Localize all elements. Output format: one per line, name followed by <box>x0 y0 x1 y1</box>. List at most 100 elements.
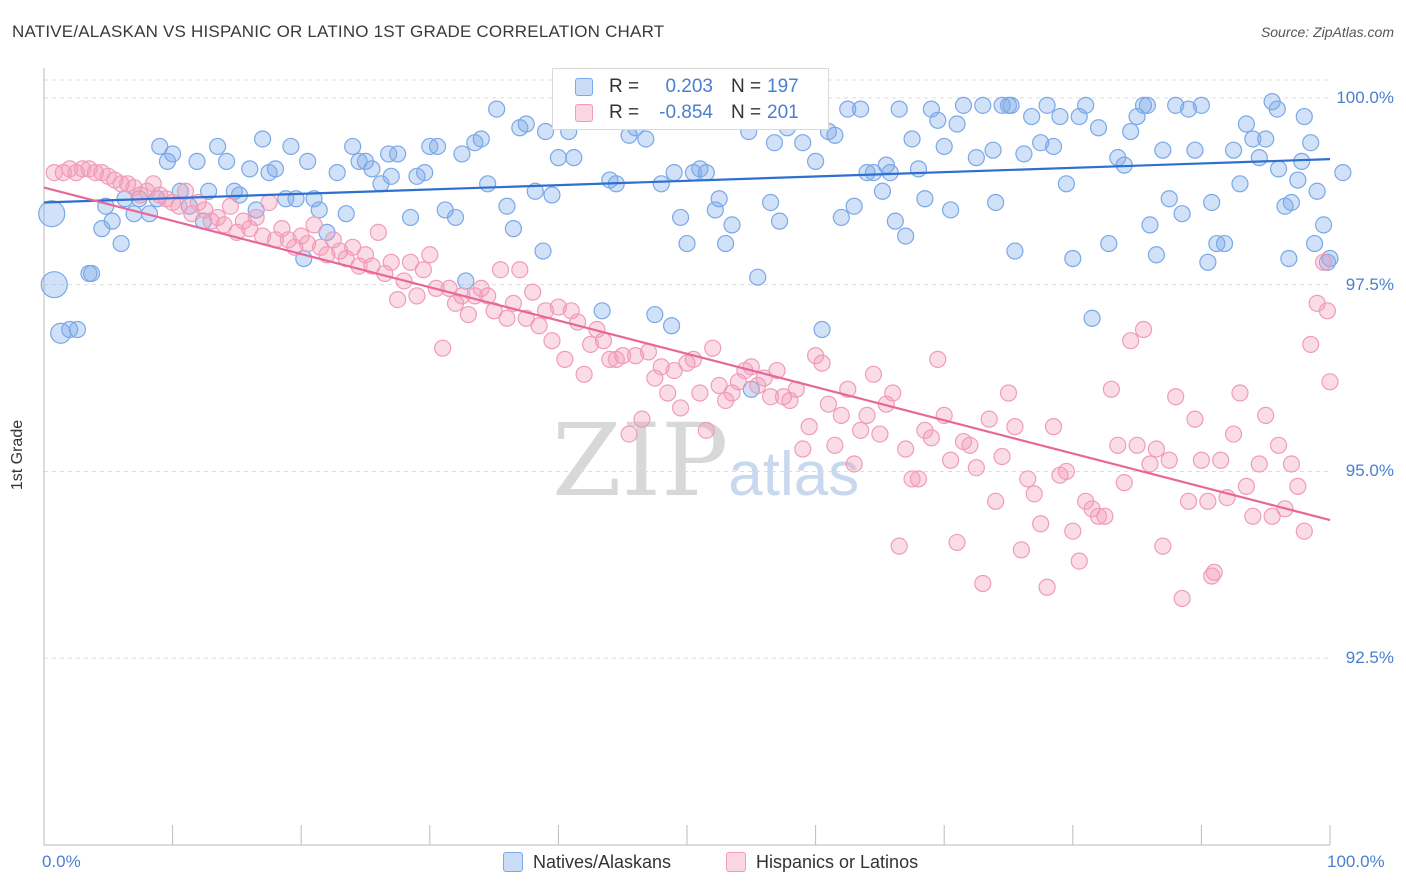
natives-point <box>1186 141 1204 159</box>
natives-point <box>68 320 87 339</box>
natives-point <box>1244 130 1262 148</box>
natives-point <box>446 208 465 227</box>
natives-point <box>1023 107 1041 126</box>
natives-point <box>1032 134 1050 152</box>
n-label: N = <box>731 102 762 123</box>
hispanics-point <box>1179 492 1198 510</box>
natives-point <box>826 126 844 144</box>
hispanics-point <box>1203 567 1221 585</box>
hispanics-point <box>1102 380 1120 398</box>
hispanics-point <box>479 287 497 305</box>
natives-point <box>164 145 182 163</box>
legend-label-natives: Natives/Alaskans <box>533 852 672 872</box>
natives-point <box>534 242 552 260</box>
natives-point <box>310 201 328 219</box>
natives-point <box>1154 141 1172 159</box>
hispanics-point <box>620 425 638 443</box>
x-tick-label-max: 100.0% <box>1327 852 1385 871</box>
hispanics-point <box>1038 578 1056 596</box>
hispanics-point <box>903 470 921 488</box>
natives-point <box>543 186 561 204</box>
hispanics-point <box>382 253 400 271</box>
hispanics-point <box>993 447 1011 466</box>
hispanics-point <box>73 160 92 178</box>
natives-point <box>498 197 516 215</box>
hispanics-point <box>581 335 600 354</box>
legend-item-hispanics[interactable]: Hispanics or Latinos <box>726 852 918 873</box>
y-tick-label: 95.0% <box>1345 461 1394 481</box>
natives-swatch <box>575 78 593 96</box>
hispanics-point <box>1012 541 1030 559</box>
natives-point <box>254 130 272 148</box>
natives-point <box>948 115 966 133</box>
natives-point <box>1314 216 1333 234</box>
natives-point <box>984 141 1002 159</box>
hispanics-point <box>1244 507 1262 525</box>
natives-point <box>1083 309 1101 327</box>
natives-point <box>993 96 1011 114</box>
natives-point <box>1147 246 1165 264</box>
legend: Natives/Alaskans Hispanics or Latinos <box>0 852 1406 878</box>
hispanics-point <box>871 425 889 443</box>
hispanics-point <box>1025 485 1043 503</box>
natives-point <box>526 182 544 200</box>
natives-point <box>697 163 715 182</box>
hispanics-point <box>1134 320 1153 339</box>
hispanics-point <box>987 492 1005 510</box>
hispanics-trend-line <box>43 186 1331 522</box>
natives-point <box>428 137 447 156</box>
hispanics-point <box>1109 436 1127 454</box>
hispanics-point <box>363 257 381 275</box>
hispanics-point <box>897 440 915 458</box>
hispanics-point <box>832 406 850 425</box>
hispanics-point <box>1160 451 1178 469</box>
hispanics-point <box>614 347 632 365</box>
natives-point <box>1295 107 1313 126</box>
natives-point <box>1215 234 1234 253</box>
hispanics-point <box>305 216 323 234</box>
natives-point <box>890 100 908 118</box>
hispanics-point <box>794 440 812 458</box>
natives-point <box>389 145 407 163</box>
natives-point <box>1160 190 1178 208</box>
hispanics-point <box>922 429 940 447</box>
natives-point <box>839 100 857 118</box>
hispanics-point <box>665 361 683 380</box>
natives-point <box>967 149 985 167</box>
natives-point <box>1192 96 1211 114</box>
hispanics-point <box>1154 537 1172 555</box>
natives-point <box>1231 175 1249 193</box>
natives-point <box>665 163 683 182</box>
natives-point <box>877 156 895 174</box>
natives-point <box>1122 122 1140 141</box>
natives-point <box>382 167 400 185</box>
watermark: ZIPatlas <box>552 402 859 519</box>
natives-point <box>662 317 681 335</box>
hispanics-point <box>864 365 883 383</box>
natives-point <box>488 100 506 118</box>
natives-point <box>1138 96 1156 114</box>
hispanics-point <box>942 451 960 469</box>
y-axis-label: 1st Grade <box>9 419 26 491</box>
natives-point <box>813 320 831 339</box>
y-tick-label: 92.5% <box>1345 648 1394 668</box>
hispanics-point <box>890 537 908 555</box>
natives-point <box>1038 96 1056 114</box>
r-label: R = <box>609 76 640 97</box>
natives-point <box>350 152 368 170</box>
natives-point <box>761 193 780 212</box>
hispanics-point <box>215 216 233 234</box>
chart-title: NATIVE/ALASKAN VS HISPANIC OR LATINO 1ST… <box>12 22 665 41</box>
hispanics-point <box>1295 522 1313 540</box>
natives-point <box>1134 96 1153 114</box>
legend-item-natives[interactable]: Natives/Alaskans <box>503 852 671 873</box>
natives-point <box>1280 249 1298 268</box>
hispanics-point <box>1032 515 1050 533</box>
natives-point <box>1002 96 1020 114</box>
hispanics-point <box>768 361 786 380</box>
natives-point <box>873 182 892 200</box>
hispanics-point <box>710 376 728 395</box>
natives-point <box>954 96 973 114</box>
hispanics-point <box>1192 451 1211 469</box>
